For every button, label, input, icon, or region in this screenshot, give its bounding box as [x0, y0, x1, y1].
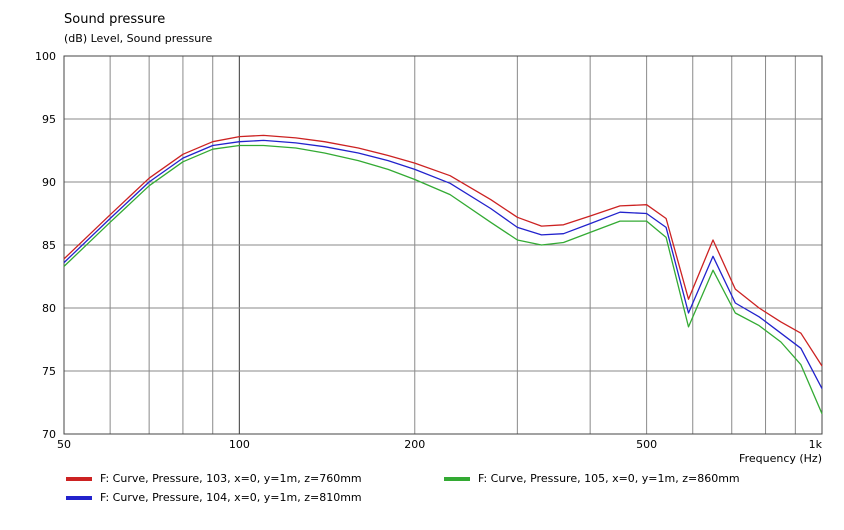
series-line-3	[63, 144, 823, 415]
y-tick-label: 75	[42, 365, 56, 378]
x-tick-label: 200	[404, 438, 425, 451]
x-tick-label: 1k	[809, 438, 823, 451]
y-tick-label: 90	[42, 176, 56, 189]
legend-label-series-1: F: Curve, Pressure, 103, x=0, y=1m, z=76…	[100, 472, 362, 485]
chart-subtitle: (dB) Level, Sound pressure	[64, 32, 213, 45]
x-axis-label: Frequency (Hz)	[739, 452, 822, 465]
series-line-1	[63, 134, 823, 367]
chart-title: Sound pressure	[64, 12, 166, 27]
legend-item-series-3: F: Curve, Pressure, 105, x=0, y=1m, z=86…	[444, 472, 740, 485]
y-tick-label: 85	[42, 239, 56, 252]
legend-item-series-1: F: Curve, Pressure, 103, x=0, y=1m, z=76…	[66, 472, 362, 485]
legend-swatch-series-3	[444, 476, 470, 481]
legend-label-series-2: F: Curve, Pressure, 104, x=0, y=1m, z=81…	[100, 491, 362, 504]
legend-label-series-3: F: Curve, Pressure, 105, x=0, y=1m, z=86…	[478, 472, 740, 485]
plot-frame	[63, 55, 823, 435]
x-tick-label: 500	[636, 438, 657, 451]
y-tick-label: 95	[42, 113, 56, 126]
legend-item-series-2: F: Curve, Pressure, 104, x=0, y=1m, z=81…	[66, 491, 362, 504]
legend-swatch-series-1	[66, 476, 92, 481]
x-tick-label: 50	[57, 438, 71, 451]
legend-swatch-series-2	[66, 495, 92, 500]
x-tick-label: 100	[229, 438, 250, 451]
series-line-2	[63, 139, 823, 389]
y-tick-label: 100	[35, 50, 56, 63]
y-tick-label: 70	[42, 428, 56, 441]
y-tick-label: 80	[42, 302, 56, 315]
